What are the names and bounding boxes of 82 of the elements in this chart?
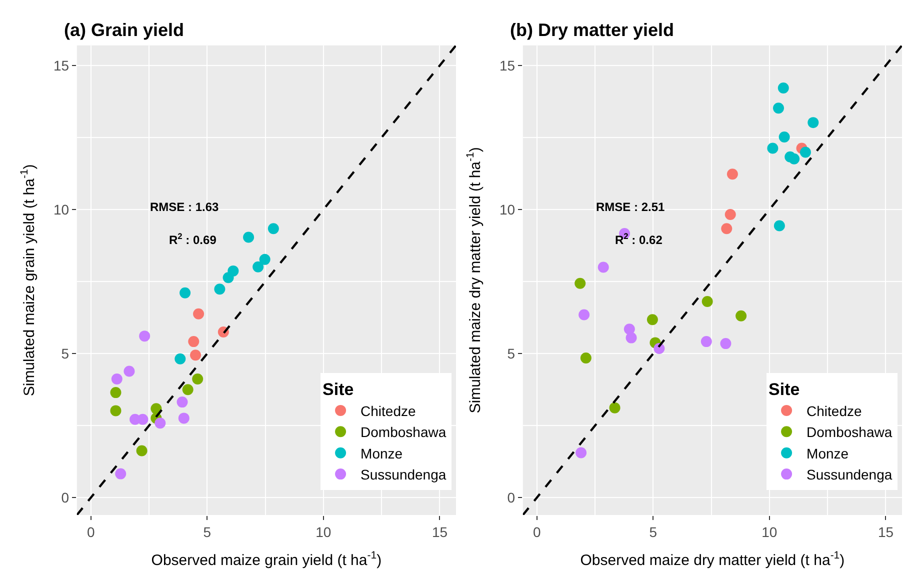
x-axis-title: Observed maize dry matter yield (t ha$^{-1}$) bbox=[580, 550, 845, 569]
point bbox=[774, 220, 785, 232]
y-tick-label: 15 bbox=[500, 57, 516, 74]
point bbox=[228, 265, 239, 276]
point bbox=[800, 146, 811, 158]
point bbox=[180, 287, 191, 298]
point bbox=[136, 445, 148, 456]
annotation: R$^{2}$ : 0.69 bbox=[169, 231, 217, 248]
legend-label: Domboshawa bbox=[806, 424, 892, 440]
point bbox=[139, 330, 150, 342]
point bbox=[626, 332, 637, 344]
legend-title: Site bbox=[322, 380, 354, 399]
point bbox=[721, 223, 732, 234]
point bbox=[700, 336, 712, 348]
x-tick-label: 5 bbox=[649, 524, 658, 540]
x-tick-label: 10 bbox=[762, 524, 778, 540]
x-tick-label: 15 bbox=[878, 524, 894, 540]
annotation: RMSE : 2.51 bbox=[596, 200, 666, 214]
x-tick-label: 10 bbox=[316, 524, 332, 540]
point bbox=[154, 418, 166, 429]
point bbox=[778, 131, 790, 142]
point bbox=[214, 284, 226, 295]
point bbox=[259, 254, 270, 265]
point bbox=[111, 374, 122, 384]
point bbox=[124, 366, 135, 377]
y-tick-label: 15 bbox=[54, 57, 70, 74]
point bbox=[736, 310, 747, 322]
legend-label: Chitedze bbox=[806, 402, 862, 419]
point bbox=[598, 262, 609, 273]
point bbox=[190, 350, 202, 361]
legend-label: Sussundenga bbox=[806, 466, 892, 483]
point bbox=[193, 308, 204, 320]
point bbox=[580, 352, 592, 364]
y-tick-label: 5 bbox=[61, 346, 70, 362]
point bbox=[176, 396, 188, 408]
point bbox=[778, 82, 789, 94]
point bbox=[192, 374, 204, 384]
x-tick-label: 0 bbox=[86, 524, 95, 540]
legend-label: Domboshawa bbox=[360, 424, 446, 440]
y-tick-label: 10 bbox=[54, 201, 70, 218]
point bbox=[137, 414, 148, 425]
legend-label: Monze bbox=[806, 445, 849, 462]
point bbox=[115, 468, 126, 480]
point bbox=[110, 405, 122, 416]
point bbox=[788, 153, 800, 164]
point bbox=[646, 314, 658, 326]
chart-title: (a) Grain yield bbox=[64, 20, 184, 40]
x-tick-label: 5 bbox=[203, 524, 212, 540]
point bbox=[720, 338, 732, 350]
point bbox=[252, 261, 264, 272]
x-axis-title: Observed maize grain yield (t ha$^{-1}$) bbox=[151, 550, 382, 569]
point bbox=[808, 117, 819, 128]
point bbox=[178, 412, 190, 424]
legend-label: Monze bbox=[360, 445, 403, 462]
point bbox=[182, 384, 194, 396]
point bbox=[773, 102, 784, 114]
point bbox=[702, 296, 713, 307]
point bbox=[110, 387, 122, 398]
y-tick-label: 5 bbox=[507, 346, 516, 362]
legend-label: Chitedze bbox=[360, 402, 416, 419]
annotation: R$^{2}$ : 0.62 bbox=[615, 231, 663, 248]
point bbox=[724, 208, 736, 220]
point bbox=[624, 324, 635, 335]
point bbox=[767, 142, 778, 154]
point bbox=[726, 168, 738, 180]
annotation: RMSE : 1.63 bbox=[150, 200, 220, 214]
x-tick-label: 15 bbox=[432, 524, 448, 540]
point bbox=[609, 402, 620, 414]
legend-label: Sussundenga bbox=[360, 466, 446, 483]
y-tick-label: 0 bbox=[61, 490, 70, 506]
x-tick-label: 0 bbox=[532, 524, 541, 540]
point bbox=[174, 353, 186, 364]
point bbox=[578, 309, 590, 320]
point bbox=[243, 232, 254, 243]
point bbox=[188, 336, 200, 348]
y-tick-label: 0 bbox=[507, 490, 516, 506]
chart-title: (b) Dry matter yield bbox=[510, 20, 674, 40]
point bbox=[574, 278, 586, 289]
y-tick-label: 10 bbox=[500, 201, 516, 218]
point bbox=[576, 447, 587, 458]
point bbox=[268, 223, 279, 234]
legend-title: Site bbox=[768, 380, 800, 399]
